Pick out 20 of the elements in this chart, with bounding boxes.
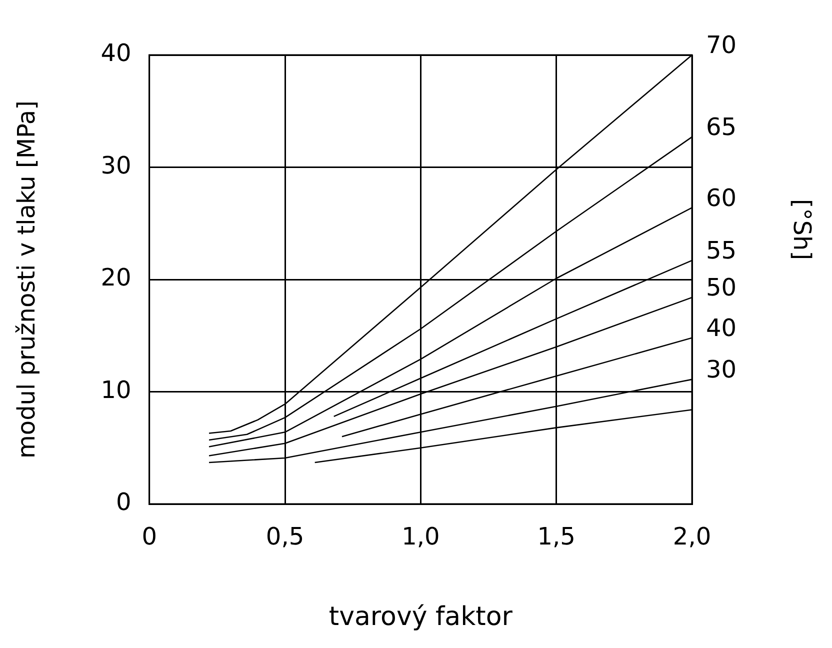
y-tick-label: 40 bbox=[100, 39, 132, 68]
legend-title: [°Sh] bbox=[788, 198, 816, 260]
y-tick-label: 10 bbox=[100, 376, 132, 404]
y-tick-label: 0 bbox=[116, 488, 132, 516]
series-label: 40 bbox=[706, 314, 737, 342]
y-tick-label: 20 bbox=[100, 264, 132, 292]
series-label: 55 bbox=[706, 236, 737, 265]
y-tick-label: 30 bbox=[100, 151, 132, 180]
series-label: 70 bbox=[706, 31, 737, 60]
x-tick-label: 1,0 bbox=[402, 522, 440, 551]
series-label: 30 bbox=[706, 356, 737, 384]
x-axis-title: tvarový faktor bbox=[328, 602, 513, 632]
x-tick-label: 1,5 bbox=[537, 522, 576, 551]
x-tick-label: 0,5 bbox=[266, 522, 304, 551]
series-label: 60 bbox=[706, 184, 737, 212]
x-tick-label: 2,0 bbox=[672, 522, 712, 551]
series-label: 65 bbox=[706, 113, 737, 142]
x-tick-label: 0 bbox=[142, 522, 157, 551]
y-axis-title: modul pružnosti v tlaku [MPa] bbox=[12, 100, 41, 458]
series-label: 50 bbox=[706, 274, 737, 302]
